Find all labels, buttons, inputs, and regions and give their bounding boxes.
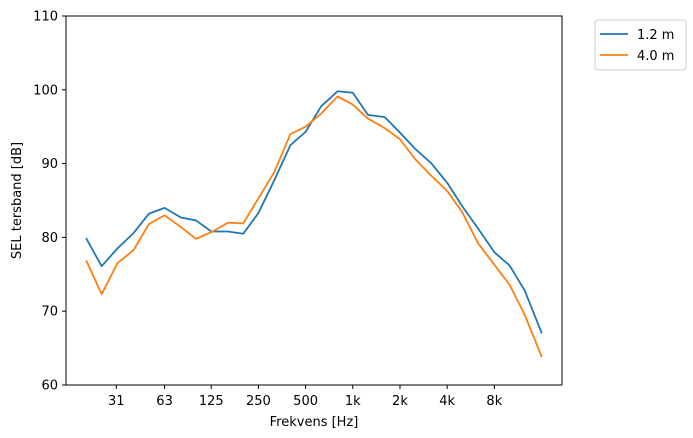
y-tick-label: 90 bbox=[41, 157, 58, 172]
x-tick-label: 8k bbox=[486, 394, 502, 409]
x-axis-ticks: 31 63 125 250 500 1k 2k 4k 8k bbox=[108, 385, 503, 409]
x-tick-label: 4k bbox=[439, 394, 455, 409]
legend-label-series-1: 1.2 m bbox=[637, 28, 674, 43]
legend: 1.2 m 4.0 m bbox=[594, 19, 687, 71]
x-axis-title: Frekvens [Hz] bbox=[270, 415, 359, 430]
y-axis-title: SEL tersband [dB] bbox=[10, 142, 25, 259]
x-tick-label: 31 bbox=[108, 394, 125, 409]
x-tick-label: 1k bbox=[345, 394, 361, 409]
plot-frame bbox=[65, 15, 563, 386]
x-tick-label: 250 bbox=[246, 394, 271, 409]
x-tick-label: 63 bbox=[156, 394, 173, 409]
legend-label-series-2: 4.0 m bbox=[637, 49, 674, 64]
x-tick-label: 500 bbox=[293, 394, 318, 409]
plot-area bbox=[66, 16, 562, 385]
y-tick-label: 80 bbox=[41, 231, 58, 246]
y-axis-ticks: 60 70 80 90 100 110 bbox=[33, 10, 66, 394]
y-tick-label: 70 bbox=[41, 305, 58, 320]
series-layer bbox=[85, 90, 543, 358]
y-tick-label: 100 bbox=[33, 83, 58, 98]
x-tick-label: 125 bbox=[199, 394, 224, 409]
y-tick-label: 110 bbox=[33, 10, 58, 25]
y-tick-label: 60 bbox=[41, 379, 58, 394]
series-line-2 bbox=[85, 95, 543, 358]
x-tick-label: 2k bbox=[392, 394, 408, 409]
legend-box bbox=[594, 19, 687, 71]
